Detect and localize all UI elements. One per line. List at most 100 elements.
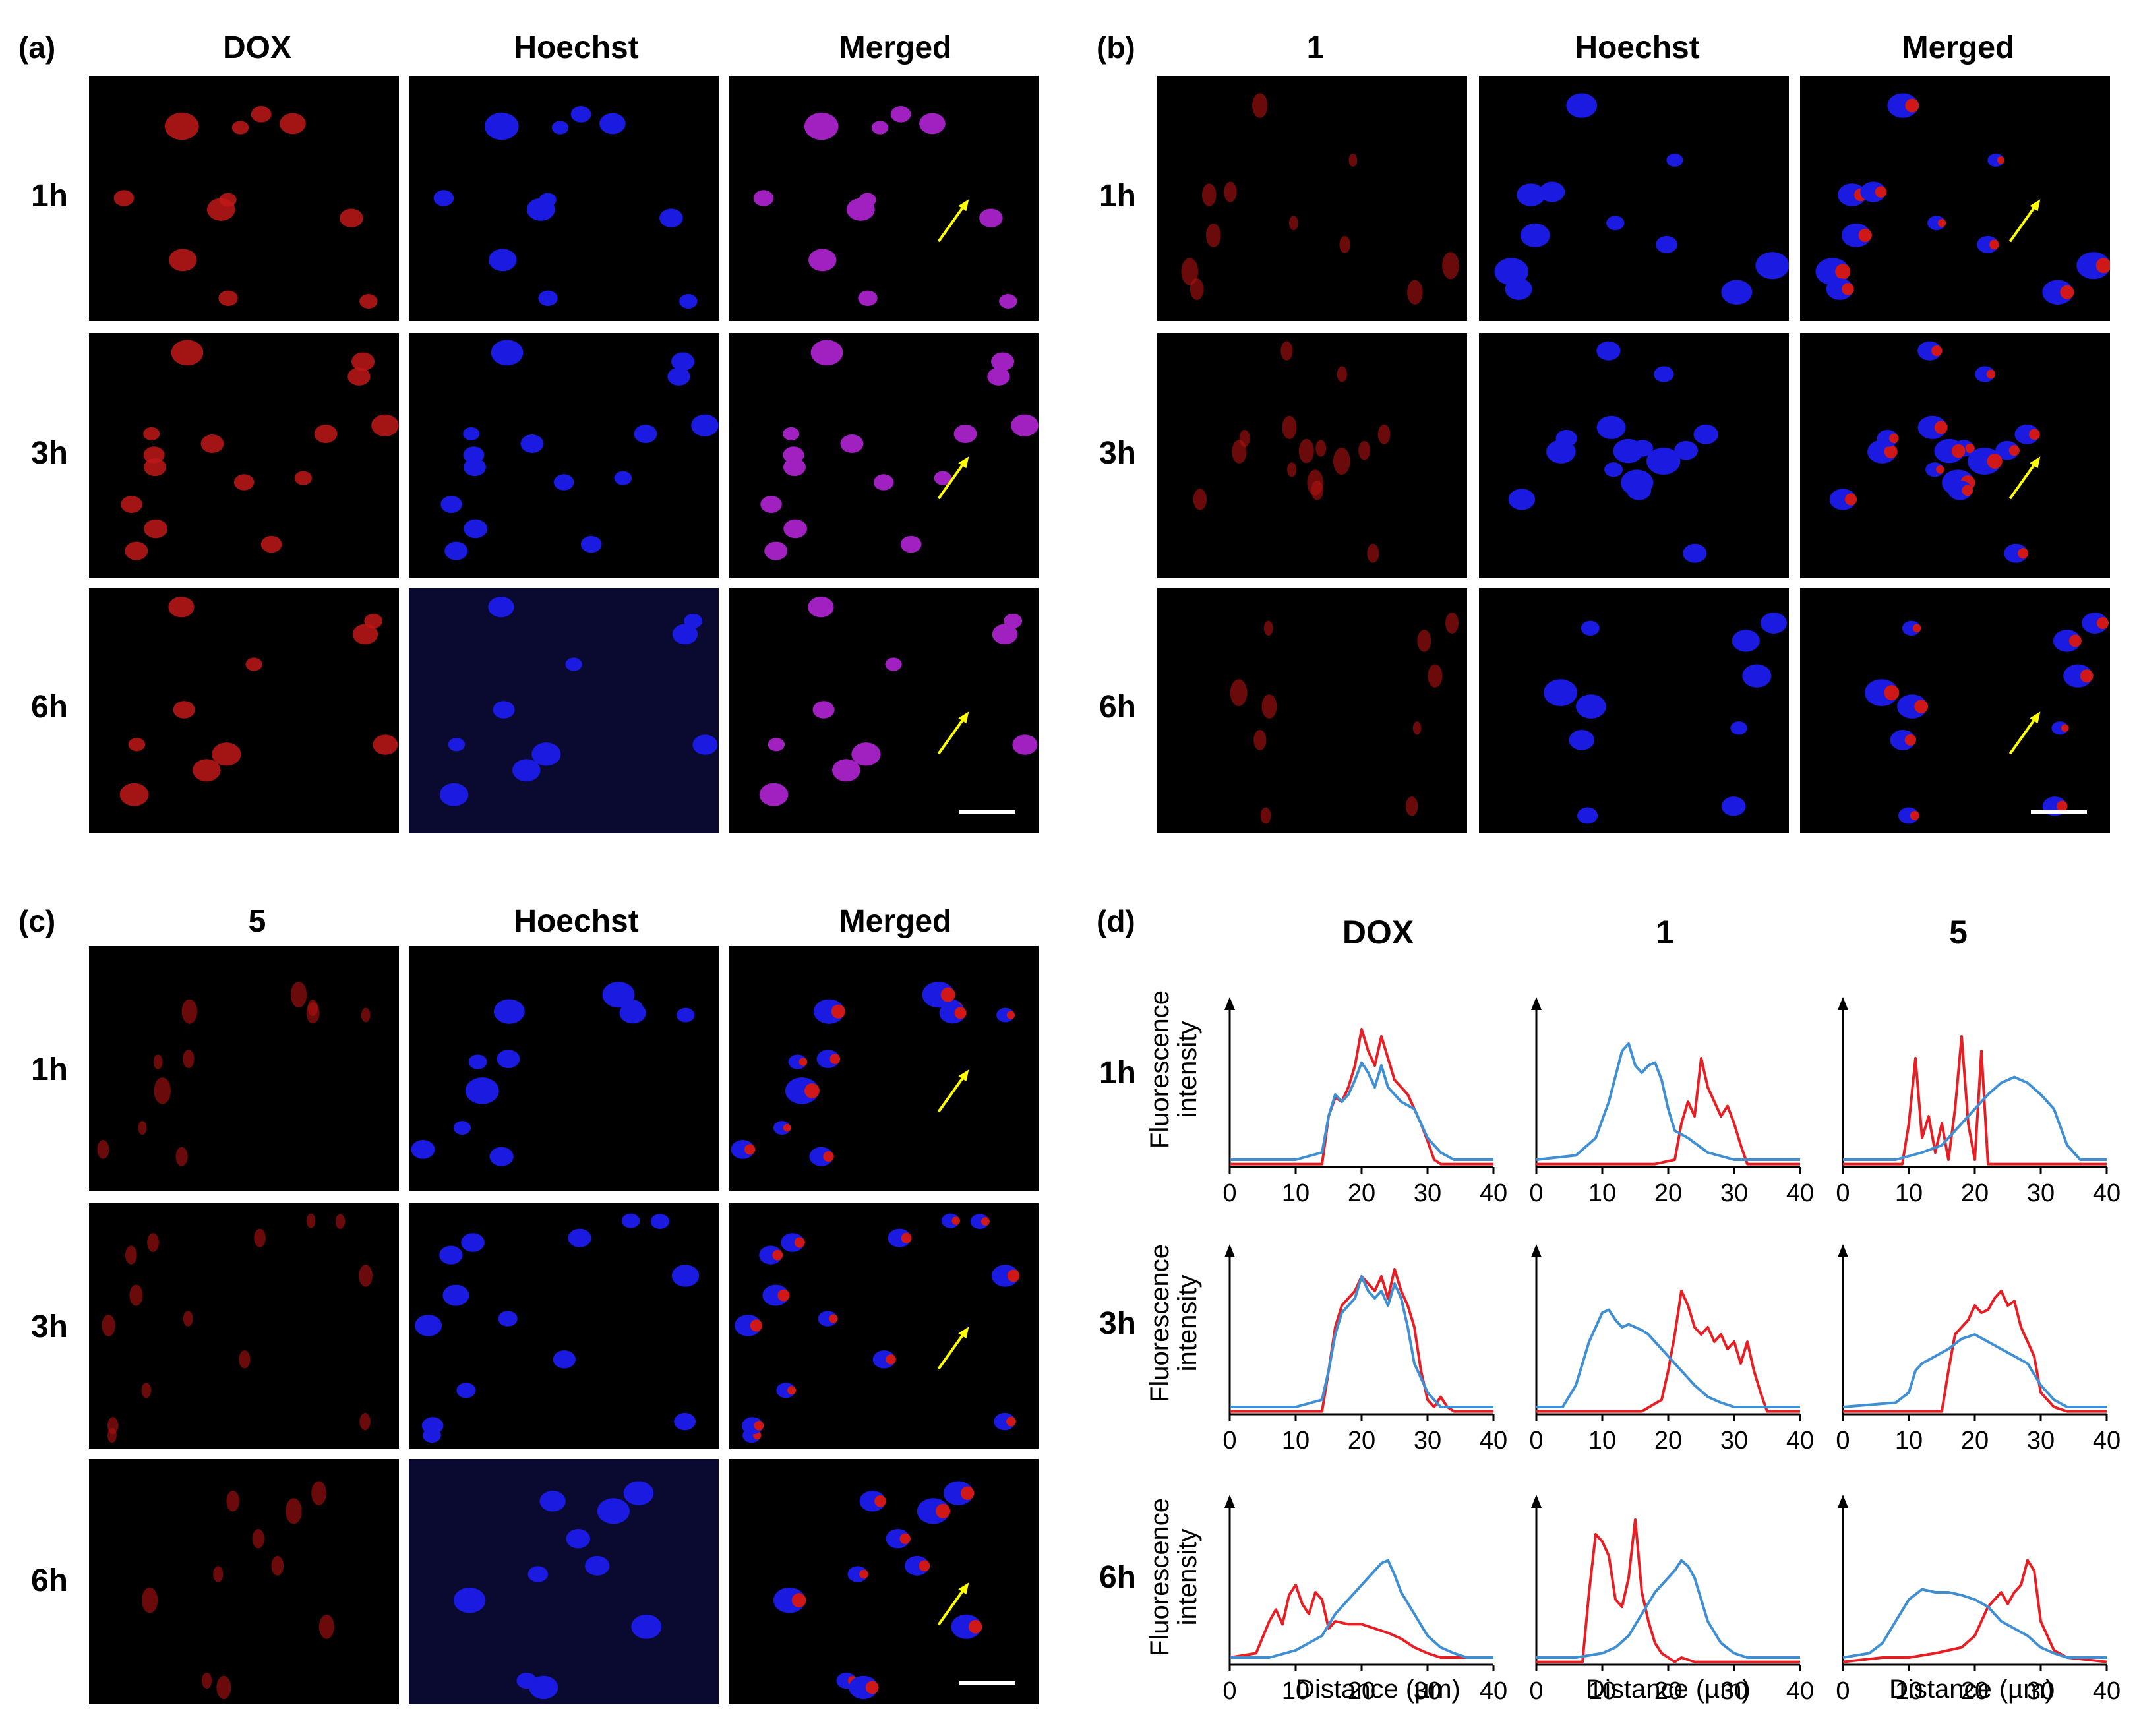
line-profile-DOX-6h: 0 10 20 30 40	[1222, 1495, 1507, 1705]
y-axis-arrow-icon	[1224, 1244, 1235, 1257]
panel-b-col-3: Merged	[1902, 30, 2015, 65]
line-profile-1-1h: 0 10 20 30 40	[1529, 997, 1814, 1207]
micrograph-a-r3-c2	[409, 588, 719, 833]
panel-c-col-2: Hoechst	[514, 904, 639, 939]
series-line-red	[1843, 1290, 2107, 1413]
x-tick-label: 40	[1480, 1427, 1507, 1454]
y-axis-arrow-icon	[1531, 997, 1542, 1010]
series-line-blue	[1536, 1042, 1800, 1161]
x-tick-label: 0	[1529, 1677, 1543, 1705]
line-profile-DOX-3h: 0 10 20 30 40	[1222, 1244, 1507, 1454]
micrograph-c-r1-c2	[409, 946, 719, 1191]
line-profile-5-6h: 0 10 20 30 40	[1836, 1495, 2121, 1705]
x-tick-label: 0	[1529, 1180, 1543, 1207]
x-tick-label: 30	[1414, 1427, 1441, 1454]
panel-d-col-1: DOX	[1342, 914, 1414, 951]
y-axis-arrow-icon	[1838, 1244, 1848, 1257]
x-tick-label: 30	[1720, 1427, 1748, 1454]
x-tick-label: 40	[1786, 1677, 1814, 1705]
micrograph-c-r2-c1	[89, 1203, 399, 1449]
xlabel-col-3: Distance (µm)	[1889, 1675, 2054, 1704]
x-tick-label: 40	[1786, 1180, 1814, 1207]
ylabel-text: Fluorescence intensity	[1145, 1497, 1202, 1657]
micrograph-a-r2-c3	[729, 333, 1039, 578]
x-tick-label: 0	[1836, 1180, 1850, 1207]
series-line-blue	[1230, 1559, 1493, 1659]
xlabel-col-1: Distance (µm)	[1296, 1675, 1461, 1704]
panel-d-row-2: 3h	[1099, 1306, 1136, 1341]
ylabel-text: Fluorescence intensity	[1145, 990, 1202, 1149]
micrograph-a-r1-c3	[729, 76, 1039, 321]
micrograph-b-r1-c1	[1157, 76, 1467, 321]
x-tick-label: 10	[1895, 1677, 1923, 1705]
panel-d-row-1: 1h	[1099, 1056, 1136, 1091]
panel-c-label: (c)	[18, 904, 56, 938]
panel-a-col-2: Hoechst	[514, 30, 639, 65]
panel-a-row-3: 6h	[30, 690, 68, 725]
x-tick-label: 20	[1654, 1427, 1682, 1454]
panel-c-col-3: Merged	[839, 904, 952, 939]
series-line-blue	[1536, 1559, 1800, 1659]
micrograph-b-r1-c2	[1479, 76, 1789, 321]
x-tick-label: 10	[1588, 1677, 1616, 1705]
series-line-red	[1842, 1559, 2107, 1663]
series-line-red	[1230, 1028, 1493, 1166]
panel-b-row-3: 6h	[1099, 690, 1136, 725]
x-tick-label: 10	[1895, 1180, 1923, 1207]
panel-a-col-1: DOX	[222, 30, 291, 65]
micrograph-a-r2-c1	[89, 333, 399, 578]
panel-b-label: (b)	[1097, 30, 1135, 65]
ylabel-row-3: Fluorescence intensity	[1145, 1491, 1202, 1663]
line-profile-1-3h: 0 10 20 30 40	[1529, 1244, 1814, 1454]
ylabel-row-1: Fluorescence intensity	[1145, 984, 1202, 1155]
panel-c-row-3: 6h	[30, 1563, 68, 1598]
series-line-red	[1536, 1057, 1800, 1166]
x-tick-label: 0	[1222, 1677, 1236, 1705]
micrograph-c-r2-c2	[409, 1203, 719, 1449]
micrograph-c-r3-c1	[89, 1459, 399, 1704]
panel-d-col-3: 5	[1949, 914, 1968, 951]
x-tick-label: 20	[1348, 1427, 1375, 1454]
x-tick-label: 40	[1480, 1180, 1507, 1207]
x-tick-label: 10	[1282, 1427, 1310, 1454]
micrograph-a-r1-c1	[89, 76, 399, 321]
series-line-blue	[1842, 1333, 2107, 1408]
micrograph-a-r1-c2	[409, 76, 719, 321]
series-line-red	[1536, 1518, 1800, 1663]
x-tick-label: 0	[1222, 1427, 1236, 1454]
panel-c-row-2: 3h	[30, 1309, 68, 1344]
panel-b-row-2: 3h	[1099, 436, 1136, 471]
x-tick-label: 40	[2093, 1180, 2121, 1207]
x-tick-label: 30	[2027, 1677, 2055, 1705]
x-tick-label: 0	[1222, 1180, 1236, 1207]
micrograph-b-r3-c1	[1157, 588, 1467, 833]
panel-b-col-2: Hoechst	[1575, 30, 1700, 65]
micrograph-b-r2-c2	[1479, 333, 1789, 578]
x-tick-label: 20	[1654, 1677, 1682, 1705]
x-tick-label: 40	[1786, 1427, 1814, 1454]
x-tick-label: 40	[1480, 1677, 1507, 1705]
micrograph-a-r2-c2	[409, 333, 719, 578]
x-tick-label: 20	[1348, 1677, 1375, 1705]
series-line-blue	[1843, 1075, 2107, 1161]
xlabel-col-2: Distance (µm)	[1586, 1675, 1751, 1704]
panel-c-row-1: 1h	[30, 1052, 68, 1087]
x-tick-label: 10	[1588, 1427, 1616, 1454]
x-tick-label: 30	[1414, 1677, 1441, 1705]
x-tick-label: 0	[1836, 1427, 1850, 1454]
ylabel-row-2: Fluorescence intensity	[1145, 1238, 1202, 1409]
panel-a-row-1: 1h	[30, 179, 68, 214]
panel-b-row-1: 1h	[1099, 179, 1136, 214]
line-profile-1-6h: 0 10 20 30 40	[1529, 1495, 1814, 1705]
x-tick-label: 30	[2027, 1180, 2055, 1207]
x-tick-label: 40	[2093, 1427, 2121, 1454]
micrograph-c-r1-c1	[89, 946, 399, 1191]
series-line-blue	[1842, 1588, 2107, 1659]
micrograph-c-r2-c3	[729, 1203, 1039, 1449]
panel-d-col-2: 1	[1656, 914, 1674, 951]
x-tick-label: 30	[1414, 1180, 1441, 1207]
y-axis-arrow-icon	[1531, 1495, 1542, 1508]
x-tick-label: 10	[1282, 1180, 1310, 1207]
x-tick-label: 30	[1720, 1180, 1748, 1207]
